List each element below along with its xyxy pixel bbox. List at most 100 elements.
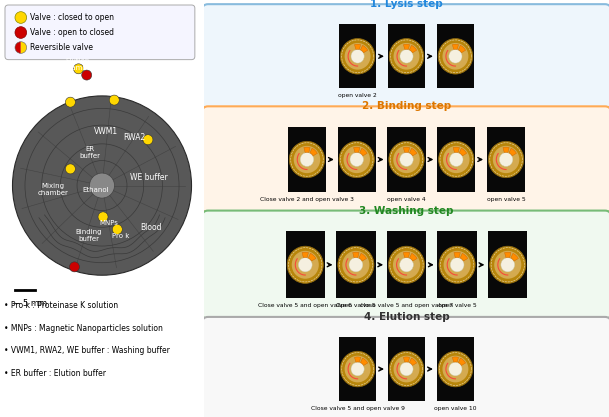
Bar bbox=[286, 231, 325, 299]
Text: Valve : closed to open: Valve : closed to open bbox=[30, 13, 114, 22]
Bar bbox=[437, 231, 477, 299]
Wedge shape bbox=[503, 147, 509, 153]
Wedge shape bbox=[354, 147, 360, 153]
Circle shape bbox=[112, 224, 122, 234]
Wedge shape bbox=[509, 148, 516, 156]
Circle shape bbox=[393, 43, 420, 70]
Bar bbox=[437, 337, 474, 401]
Circle shape bbox=[82, 70, 92, 80]
Bar bbox=[488, 231, 527, 299]
Text: Close valve 5 and open valve 9: Close valve 5 and open valve 9 bbox=[311, 406, 404, 411]
Circle shape bbox=[98, 212, 108, 222]
Circle shape bbox=[389, 351, 424, 387]
Bar bbox=[388, 337, 425, 401]
Circle shape bbox=[449, 362, 462, 376]
Circle shape bbox=[351, 50, 364, 63]
Text: • MNPs : Magnetic Nanoparticles solution: • MNPs : Magnetic Nanoparticles solution bbox=[4, 324, 163, 333]
Circle shape bbox=[499, 153, 513, 166]
Circle shape bbox=[393, 356, 420, 382]
FancyBboxPatch shape bbox=[202, 106, 609, 213]
Text: • Pro k : Proteinase K solution: • Pro k : Proteinase K solution bbox=[4, 301, 118, 310]
Circle shape bbox=[65, 97, 76, 107]
Circle shape bbox=[345, 43, 370, 70]
Bar bbox=[387, 127, 426, 192]
Text: — 5 mm: — 5 mm bbox=[13, 299, 48, 308]
Text: Elution
chambe: Elution chambe bbox=[63, 58, 91, 71]
FancyBboxPatch shape bbox=[202, 4, 609, 108]
Bar bbox=[437, 24, 474, 88]
Text: open valve 10: open valve 10 bbox=[434, 406, 477, 411]
Wedge shape bbox=[304, 147, 310, 153]
Text: Reversible valve: Reversible valve bbox=[30, 43, 93, 52]
Text: Mixing
chamber: Mixing chamber bbox=[38, 183, 68, 196]
Text: • ER buffer : Elution buffer: • ER buffer : Elution buffer bbox=[4, 369, 106, 378]
Circle shape bbox=[340, 351, 375, 387]
Wedge shape bbox=[310, 148, 317, 156]
Bar bbox=[287, 127, 326, 192]
Text: Blood: Blood bbox=[140, 223, 162, 232]
Bar bbox=[387, 231, 426, 299]
Wedge shape bbox=[403, 252, 410, 258]
Circle shape bbox=[493, 146, 519, 173]
Circle shape bbox=[287, 246, 323, 284]
Wedge shape bbox=[453, 147, 459, 153]
Circle shape bbox=[443, 43, 468, 70]
Circle shape bbox=[349, 258, 363, 272]
Text: open valve 2: open valve 2 bbox=[338, 93, 377, 98]
Circle shape bbox=[389, 141, 424, 178]
Circle shape bbox=[393, 251, 420, 279]
Wedge shape bbox=[409, 148, 417, 156]
Circle shape bbox=[443, 251, 471, 279]
Text: Binding
buffer: Binding buffer bbox=[76, 229, 102, 242]
Circle shape bbox=[393, 146, 420, 173]
Bar bbox=[339, 24, 376, 88]
Circle shape bbox=[339, 141, 375, 178]
Wedge shape bbox=[353, 252, 359, 258]
Text: ER
buffer: ER buffer bbox=[79, 146, 100, 159]
Circle shape bbox=[389, 38, 424, 74]
Circle shape bbox=[351, 362, 364, 376]
Circle shape bbox=[342, 251, 370, 279]
Text: Ethanol: Ethanol bbox=[83, 187, 109, 193]
Text: WE buffer: WE buffer bbox=[130, 173, 168, 182]
Circle shape bbox=[449, 153, 463, 166]
Text: 1. Lysis step: 1. Lysis step bbox=[370, 0, 443, 9]
Wedge shape bbox=[452, 44, 459, 50]
Circle shape bbox=[400, 362, 413, 376]
Bar bbox=[339, 337, 376, 401]
Wedge shape bbox=[361, 358, 368, 365]
Wedge shape bbox=[354, 357, 361, 362]
Circle shape bbox=[443, 356, 468, 382]
Wedge shape bbox=[410, 253, 417, 261]
Wedge shape bbox=[460, 253, 468, 261]
Text: MNPs: MNPs bbox=[100, 220, 119, 226]
Wedge shape bbox=[354, 44, 361, 50]
Text: VWM1: VWM1 bbox=[94, 127, 118, 136]
Circle shape bbox=[109, 95, 119, 105]
Wedge shape bbox=[308, 253, 316, 261]
Circle shape bbox=[350, 153, 364, 166]
Circle shape bbox=[400, 153, 414, 166]
Circle shape bbox=[338, 246, 374, 284]
Wedge shape bbox=[511, 253, 518, 261]
Circle shape bbox=[495, 251, 521, 279]
Wedge shape bbox=[404, 44, 409, 50]
Circle shape bbox=[65, 164, 76, 174]
Circle shape bbox=[74, 64, 83, 74]
Circle shape bbox=[143, 135, 153, 145]
FancyBboxPatch shape bbox=[202, 211, 609, 319]
Text: open valve 5: open valve 5 bbox=[438, 304, 476, 308]
FancyBboxPatch shape bbox=[5, 5, 195, 60]
Circle shape bbox=[292, 251, 319, 279]
Circle shape bbox=[15, 12, 27, 23]
Bar bbox=[337, 127, 376, 192]
Text: RWA2: RWA2 bbox=[124, 133, 146, 142]
Wedge shape bbox=[361, 45, 368, 53]
FancyBboxPatch shape bbox=[202, 317, 609, 417]
Text: close valve 5 and open valve 7: close valve 5 and open valve 7 bbox=[360, 304, 453, 308]
Circle shape bbox=[501, 258, 515, 272]
Circle shape bbox=[400, 258, 414, 272]
Wedge shape bbox=[359, 253, 367, 261]
Circle shape bbox=[294, 146, 320, 173]
Circle shape bbox=[443, 146, 470, 173]
